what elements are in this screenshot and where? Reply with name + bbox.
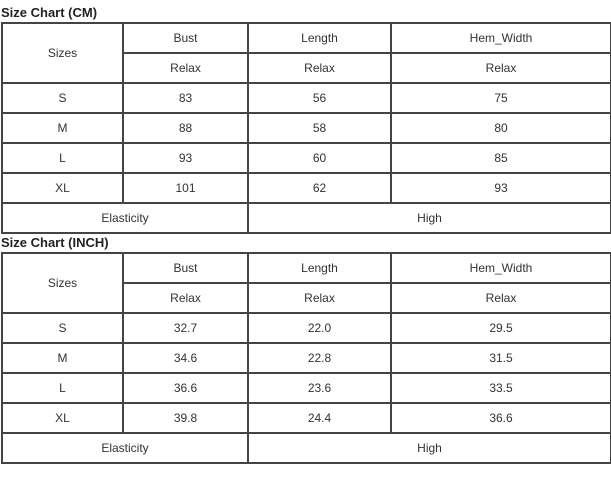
value-cell: 83 <box>122 82 249 114</box>
value-cell: 32.7 <box>122 312 249 344</box>
value-cell: 75 <box>390 82 611 114</box>
subheader-row: Relax Relax Relax <box>2 52 611 84</box>
header-row: Sizes Bust Length Hem_Width <box>1 252 611 314</box>
column-header: Bust <box>122 22 249 54</box>
size-cell: XL <box>1 402 124 434</box>
table-row: S 32.7 22.0 29.5 <box>1 312 611 344</box>
table-row: M 34.6 22.8 31.5 <box>1 342 611 374</box>
subheader-row: Relax Relax Relax <box>2 282 611 314</box>
column-header: Hem_Width <box>390 252 611 284</box>
column-subheader: Relax <box>122 52 249 84</box>
value-cell: 56 <box>247 82 392 114</box>
value-cell: 34.6 <box>122 342 249 374</box>
column-subheader: Relax <box>390 52 611 84</box>
value-cell: 22.0 <box>247 312 392 344</box>
column-header: Bust <box>122 252 249 284</box>
column-subheader: Relax <box>247 52 392 84</box>
table-row: XL 39.8 24.4 36.6 <box>1 402 611 434</box>
value-cell: 36.6 <box>390 402 611 434</box>
size-cell: L <box>1 142 124 174</box>
elasticity-label: Elasticity <box>1 202 249 234</box>
chart-title: Size Chart (INCH) <box>1 235 109 250</box>
value-cell: 93 <box>390 172 611 204</box>
table-row: S 83 56 75 <box>1 82 611 114</box>
sizes-header: Sizes <box>1 252 124 314</box>
table-row: M 88 58 80 <box>1 112 611 144</box>
elasticity-label: Elasticity <box>1 432 249 464</box>
value-cell: 31.5 <box>390 342 611 374</box>
size-table: Sizes Bust Length Hem_Width Relax Relax Relax S… <box>1 252 611 464</box>
elasticity-value: High <box>247 202 611 234</box>
size-cell: XL <box>1 172 124 204</box>
value-cell: 58 <box>247 112 392 144</box>
column-subheader: Relax <box>122 282 249 314</box>
value-cell: 62 <box>247 172 392 204</box>
column-subheader: Relax <box>247 282 392 314</box>
value-cell: 88 <box>122 112 249 144</box>
size-cell: M <box>1 112 124 144</box>
size-cell: L <box>1 372 124 404</box>
elasticity-row: Elasticity High <box>1 202 611 234</box>
value-cell: 60 <box>247 142 392 174</box>
value-cell: 22.8 <box>247 342 392 374</box>
column-header: Hem_Width <box>390 22 611 54</box>
column-header: Length <box>247 252 392 284</box>
elasticity-value: High <box>247 432 611 464</box>
sizes-header: Sizes <box>1 22 124 84</box>
column-subheader: Relax <box>390 282 611 314</box>
size-cell: S <box>1 312 124 344</box>
value-cell: 93 <box>122 142 249 174</box>
value-cell: 33.5 <box>390 372 611 404</box>
value-cell: 24.4 <box>247 402 392 434</box>
size-table: Sizes Bust Length Hem_Width Relax Relax Relax S… <box>1 22 611 234</box>
size-cell: M <box>1 342 124 374</box>
header-row: Sizes Bust Length Hem_Width <box>1 22 611 84</box>
value-cell: 23.6 <box>247 372 392 404</box>
value-cell: 29.5 <box>390 312 611 344</box>
table-row: L 36.6 23.6 33.5 <box>1 372 611 404</box>
value-cell: 101 <box>122 172 249 204</box>
elasticity-row: Elasticity High <box>1 432 611 464</box>
value-cell: 36.6 <box>122 372 249 404</box>
value-cell: 80 <box>390 112 611 144</box>
value-cell: 85 <box>390 142 611 174</box>
size-cell: S <box>1 82 124 114</box>
chart-title: Size Chart (CM) <box>1 5 98 20</box>
size-charts: Size Chart (CM) Sizes Bust Length Hem_Width R… <box>0 4 611 464</box>
table-row: XL 101 62 93 <box>1 172 611 204</box>
table-row: L 93 60 85 <box>1 142 611 174</box>
value-cell: 39.8 <box>122 402 249 434</box>
column-header: Length <box>247 22 392 54</box>
